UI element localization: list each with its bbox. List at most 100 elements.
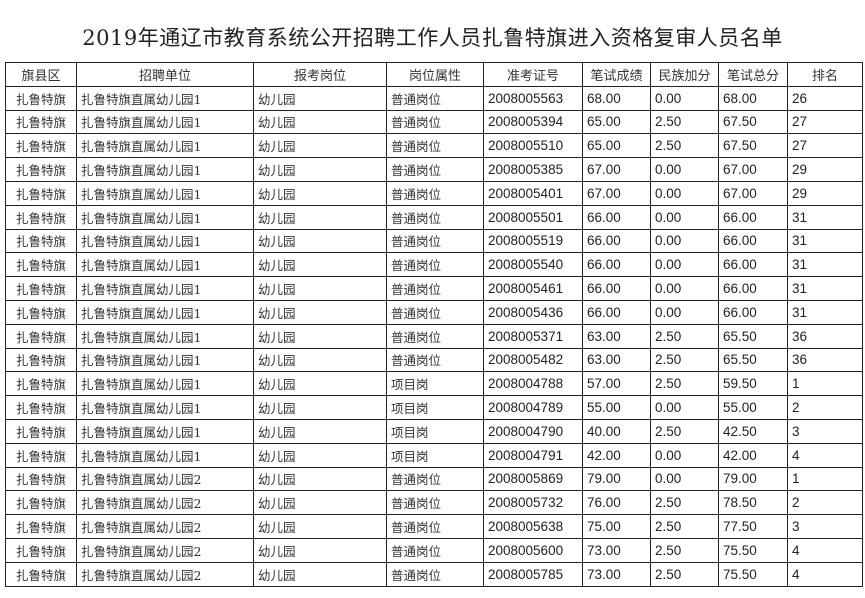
cell-rank: 27 xyxy=(787,133,863,159)
header-row: 旗县区 招聘单位 报考岗位 岗位属性 准考证号 笔试成绩 民族加分 笔试总分 排名 xyxy=(5,62,863,87)
cell-ethnic-bonus: 0.00 xyxy=(650,466,719,492)
document-title: 2019年通辽市教育系统公开招聘工作人员扎鲁特旗进入资格复审人员名单 xyxy=(82,26,783,50)
cell-recruiting-unit: 扎鲁特旗直属幼儿园1 xyxy=(76,418,254,444)
cell-recruiting-unit: 扎鲁特旗直属幼儿园2 xyxy=(76,561,254,587)
cell-position-type: 普通岗位 xyxy=(386,299,484,325)
table-row: 扎鲁特旗 扎鲁特旗直属幼儿园1 幼儿园 普通岗位 2008005482 63.00 2.50… xyxy=(5,347,863,373)
cell-position: 幼儿园 xyxy=(253,85,387,111)
candidate-table: 旗县区 招聘单位 报考岗位 岗位属性 准考证号 笔试成绩 民族加分 笔试总分 排名 扎鲁特旗 扎鲁… xyxy=(5,62,863,587)
cell-rank: 4 xyxy=(787,442,863,468)
cell-total-score: 75.50 xyxy=(718,537,788,563)
table-body: 扎鲁特旗 扎鲁特旗直属幼儿园1 幼儿园 普通岗位 2008005563 68.00 0.00… xyxy=(5,85,863,587)
cell-rank: 2 xyxy=(787,395,863,420)
cell-county: 扎鲁特旗 xyxy=(5,466,77,492)
cell-ethnic-bonus: 0.00 xyxy=(650,395,719,420)
cell-position-type: 普通岗位 xyxy=(386,85,484,111)
cell-exam-number: 2008005638 xyxy=(483,514,583,539)
cell-rank: 36 xyxy=(787,347,863,373)
cell-written-score: 65.00 xyxy=(582,133,651,159)
table-row: 扎鲁特旗 扎鲁特旗直属幼儿园1 幼儿园 普通岗位 2008005519 66.00 0.00… xyxy=(5,228,863,254)
cell-recruiting-unit: 扎鲁特旗直属幼儿园1 xyxy=(76,323,254,349)
table-row: 扎鲁特旗 扎鲁特旗直属幼儿园1 幼儿园 普通岗位 2008005540 66.00 0.00… xyxy=(5,252,863,278)
cell-county: 扎鲁特旗 xyxy=(5,204,77,230)
table-row: 扎鲁特旗 扎鲁特旗直属幼儿园1 幼儿园 普通岗位 2008005385 67.00 0.00… xyxy=(5,157,863,182)
cell-position-type: 普通岗位 xyxy=(386,347,484,373)
cell-position-type: 普通岗位 xyxy=(386,561,484,587)
cell-county: 扎鲁特旗 xyxy=(5,133,77,159)
cell-recruiting-unit: 扎鲁特旗直属幼儿园1 xyxy=(76,442,254,468)
cell-rank: 31 xyxy=(787,276,863,301)
cell-position: 幼儿园 xyxy=(253,490,387,516)
cell-recruiting-unit: 扎鲁特旗直属幼儿园1 xyxy=(76,395,254,420)
cell-position-type: 普通岗位 xyxy=(386,323,484,349)
cell-total-score: 77.50 xyxy=(718,514,788,539)
table-row: 扎鲁特旗 扎鲁特旗直属幼儿园1 幼儿园 普通岗位 2008005394 65.00 2.50… xyxy=(5,109,863,135)
cell-written-score: 65.00 xyxy=(582,109,651,135)
table-row: 扎鲁特旗 扎鲁特旗直属幼儿园1 幼儿园 项目岗 2008004791 42.00 0.00 4… xyxy=(5,442,863,468)
cell-position: 幼儿园 xyxy=(253,204,387,230)
header-county: 旗县区 xyxy=(5,62,77,87)
cell-total-score: 65.50 xyxy=(718,323,788,349)
cell-exam-number: 2008005869 xyxy=(483,466,583,492)
cell-rank: 27 xyxy=(787,109,863,135)
cell-ethnic-bonus: 0.00 xyxy=(650,85,719,111)
cell-county: 扎鲁特旗 xyxy=(5,85,77,111)
cell-rank: 36 xyxy=(787,323,863,349)
cell-position: 幼儿园 xyxy=(253,371,387,397)
cell-written-score: 66.00 xyxy=(582,204,651,230)
cell-rank: 4 xyxy=(787,537,863,563)
cell-ethnic-bonus: 0.00 xyxy=(650,157,719,182)
cell-exam-number: 2008005519 xyxy=(483,228,583,254)
cell-position: 幼儿园 xyxy=(253,133,387,159)
header-total-score: 笔试总分 xyxy=(718,62,788,87)
cell-exam-number: 2008004790 xyxy=(483,418,583,444)
cell-county: 扎鲁特旗 xyxy=(5,252,77,278)
cell-rank: 31 xyxy=(787,252,863,278)
cell-ethnic-bonus: 2.50 xyxy=(650,133,719,159)
cell-position-type: 普通岗位 xyxy=(386,157,484,182)
cell-ethnic-bonus: 0.00 xyxy=(650,252,719,278)
cell-county: 扎鲁特旗 xyxy=(5,109,77,135)
cell-position-type: 普通岗位 xyxy=(386,276,484,301)
cell-position: 幼儿园 xyxy=(253,537,387,563)
cell-ethnic-bonus: 0.00 xyxy=(650,442,719,468)
cell-county: 扎鲁特旗 xyxy=(5,157,77,182)
table-row: 扎鲁特旗 扎鲁特旗直属幼儿园2 幼儿园 普通岗位 2008005638 75.00 2.50… xyxy=(5,514,863,539)
cell-total-score: 67.50 xyxy=(718,109,788,135)
cell-ethnic-bonus: 2.50 xyxy=(650,514,719,539)
cell-rank: 31 xyxy=(787,204,863,230)
cell-total-score: 66.00 xyxy=(718,204,788,230)
cell-written-score: 57.00 xyxy=(582,371,651,397)
cell-position: 幼儿园 xyxy=(253,395,387,420)
cell-position: 幼儿园 xyxy=(253,442,387,468)
cell-ethnic-bonus: 0.00 xyxy=(650,299,719,325)
cell-written-score: 63.00 xyxy=(582,347,651,373)
cell-total-score: 67.00 xyxy=(718,180,788,206)
cell-recruiting-unit: 扎鲁特旗直属幼儿园1 xyxy=(76,228,254,254)
cell-position-type: 项目岗 xyxy=(386,418,484,444)
cell-position: 幼儿园 xyxy=(253,561,387,587)
header-rank: 排名 xyxy=(787,62,863,87)
cell-written-score: 73.00 xyxy=(582,537,651,563)
cell-position-type: 普通岗位 xyxy=(386,514,484,539)
cell-position: 幼儿园 xyxy=(253,252,387,278)
cell-exam-number: 2008005385 xyxy=(483,157,583,182)
table-row: 扎鲁特旗 扎鲁特旗直属幼儿园1 幼儿园 普通岗位 2008005436 66.00 0.00… xyxy=(5,299,863,325)
cell-rank: 1 xyxy=(787,466,863,492)
cell-rank: 1 xyxy=(787,371,863,397)
cell-written-score: 68.00 xyxy=(582,85,651,111)
cell-total-score: 65.50 xyxy=(718,347,788,373)
table-row: 扎鲁特旗 扎鲁特旗直属幼儿园1 幼儿园 普通岗位 2008005563 68.00 0.00… xyxy=(5,85,863,111)
cell-total-score: 66.00 xyxy=(718,276,788,301)
header-written-score: 笔试成绩 xyxy=(582,62,651,87)
cell-ethnic-bonus: 2.50 xyxy=(650,537,719,563)
cell-exam-number: 2008005540 xyxy=(483,252,583,278)
header-exam-number: 准考证号 xyxy=(483,62,583,87)
cell-position-type: 普通岗位 xyxy=(386,204,484,230)
header-position: 报考岗位 xyxy=(253,62,387,87)
cell-position-type: 普通岗位 xyxy=(386,537,484,563)
cell-position: 幼儿园 xyxy=(253,228,387,254)
cell-rank: 31 xyxy=(787,228,863,254)
cell-ethnic-bonus: 0.00 xyxy=(650,276,719,301)
cell-rank: 2 xyxy=(787,490,863,516)
